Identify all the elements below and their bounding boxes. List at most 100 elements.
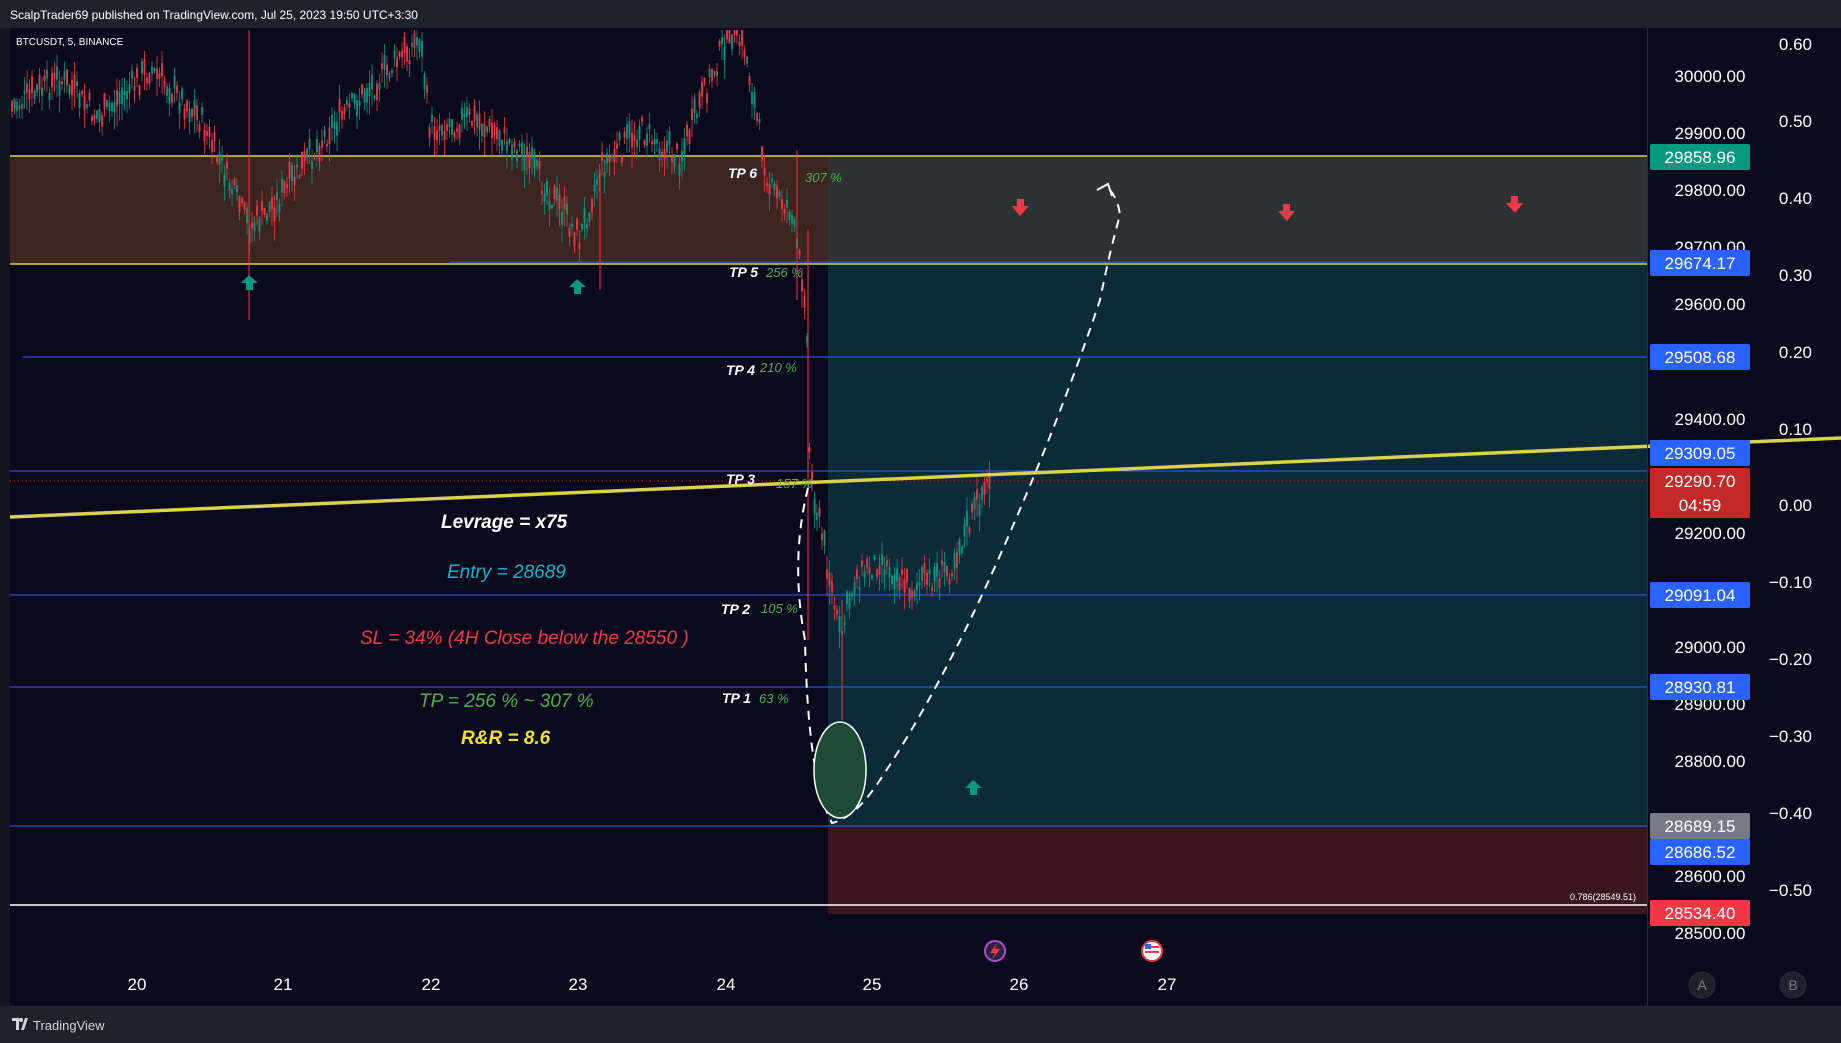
candle-body bbox=[146, 77, 148, 84]
price-tick: 28500.00 bbox=[1675, 924, 1746, 943]
candle-body bbox=[203, 129, 206, 142]
scale-a-button[interactable]: A bbox=[1688, 971, 1716, 999]
candle-body bbox=[423, 73, 426, 90]
candle-body bbox=[43, 75, 46, 82]
candle-body bbox=[716, 71, 718, 77]
candle-body bbox=[513, 141, 516, 148]
candle-body bbox=[876, 569, 878, 577]
candle-body bbox=[816, 512, 818, 520]
candle-body bbox=[191, 109, 193, 118]
candle-body bbox=[566, 203, 568, 215]
candle-body bbox=[903, 578, 906, 593]
time-tick: 27 bbox=[1158, 975, 1177, 994]
candle-body bbox=[831, 581, 833, 592]
percent-axis[interactable]: 0.60 0.50 0.40 0.30 0.20 0.10 0.00 −0.10 −0.20 −0… bbox=[1769, 35, 1812, 900]
candle-body bbox=[308, 138, 311, 150]
candle-body bbox=[128, 84, 131, 94]
candle-body bbox=[548, 200, 551, 210]
tp3-pct: 157 % bbox=[776, 476, 813, 491]
candle-body bbox=[301, 151, 303, 169]
candle-body bbox=[476, 114, 478, 128]
ascending-trendline[interactable] bbox=[9, 436, 1841, 519]
candle-body bbox=[401, 50, 403, 58]
candle-body bbox=[178, 102, 181, 114]
candle-body bbox=[211, 140, 213, 153]
candle-body bbox=[56, 66, 58, 80]
candle-body bbox=[106, 99, 108, 107]
candle-body bbox=[321, 140, 323, 148]
candle-body bbox=[503, 126, 506, 134]
candle-body bbox=[718, 40, 721, 47]
candle-body bbox=[458, 124, 461, 139]
candle-body bbox=[343, 107, 346, 114]
candle-body bbox=[563, 196, 566, 210]
candle-body bbox=[823, 530, 826, 546]
lightning-event-icon[interactable] bbox=[984, 940, 1006, 962]
candle-body bbox=[521, 142, 523, 157]
candle-body bbox=[803, 295, 806, 308]
candle-body bbox=[173, 75, 176, 89]
candle-body bbox=[898, 577, 901, 591]
candle-body bbox=[351, 93, 353, 99]
candle-body bbox=[288, 162, 291, 179]
time-axis[interactable]: 20 21 22 23 24 25 26 27 bbox=[128, 975, 1177, 994]
candle-body bbox=[653, 138, 656, 145]
candle-body bbox=[448, 118, 451, 128]
candlestick-series bbox=[11, 30, 991, 720]
candle-body bbox=[553, 185, 556, 199]
candle-body bbox=[296, 164, 298, 168]
percent-tick: −0.50 bbox=[1769, 881, 1812, 900]
candle-body bbox=[623, 131, 626, 138]
candle-body bbox=[376, 83, 378, 101]
candle-body bbox=[596, 179, 598, 186]
price-axis-border bbox=[1647, 28, 1648, 1006]
candle-body bbox=[578, 243, 581, 250]
candle-body bbox=[651, 141, 653, 145]
candle-body bbox=[638, 126, 641, 140]
fib-label: 0.786(28549.51) bbox=[1570, 892, 1636, 902]
candle-body bbox=[88, 92, 91, 101]
percent-tick: 0.10 bbox=[1779, 420, 1812, 439]
candle-body bbox=[501, 139, 503, 152]
price-tick: 29900.00 bbox=[1675, 124, 1746, 143]
candle-body bbox=[263, 207, 266, 215]
candle-body bbox=[936, 563, 938, 577]
candle-body bbox=[391, 70, 393, 74]
time-tick: 21 bbox=[274, 975, 293, 994]
candle-body bbox=[413, 32, 416, 49]
candle-body bbox=[486, 126, 488, 133]
candle-body bbox=[736, 30, 738, 36]
candle-body bbox=[751, 91, 753, 105]
candle-body bbox=[26, 83, 28, 93]
candle-body bbox=[426, 85, 428, 93]
price-label-bg bbox=[1650, 468, 1750, 494]
candle-body bbox=[431, 115, 433, 123]
tp5-label: TP 5 bbox=[729, 264, 758, 280]
scale-b-button[interactable]: B bbox=[1779, 971, 1807, 999]
candle-body bbox=[148, 73, 151, 84]
price-label-bg bbox=[1650, 813, 1750, 839]
candle-body bbox=[791, 215, 793, 224]
candle-body bbox=[63, 71, 66, 80]
candle-body bbox=[768, 184, 771, 195]
bottom-ellipse[interactable] bbox=[813, 721, 867, 819]
projection-path[interactable] bbox=[797, 187, 1122, 825]
candle-body bbox=[196, 105, 198, 120]
time-tick: 25 bbox=[863, 975, 882, 994]
tp4-label: TP 4 bbox=[726, 362, 755, 378]
us-flag-event-icon[interactable] bbox=[1141, 940, 1163, 962]
candle-body bbox=[493, 125, 496, 136]
candle-body bbox=[916, 582, 918, 591]
candle-body bbox=[673, 154, 676, 168]
price-axis[interactable]: 30000.0029900.0029800.0029700.0029600.00… bbox=[1675, 67, 1746, 943]
candle-body bbox=[181, 88, 183, 100]
candle-body bbox=[546, 181, 548, 196]
price-tick: 29600.00 bbox=[1675, 295, 1746, 314]
candle-body bbox=[508, 139, 511, 143]
publisher-line: ScalpTrader69 published on TradingView.c… bbox=[10, 8, 418, 22]
candle-body bbox=[356, 100, 358, 117]
candle-body bbox=[616, 143, 618, 149]
time-tick: 22 bbox=[422, 975, 441, 994]
candle-body bbox=[826, 569, 828, 579]
